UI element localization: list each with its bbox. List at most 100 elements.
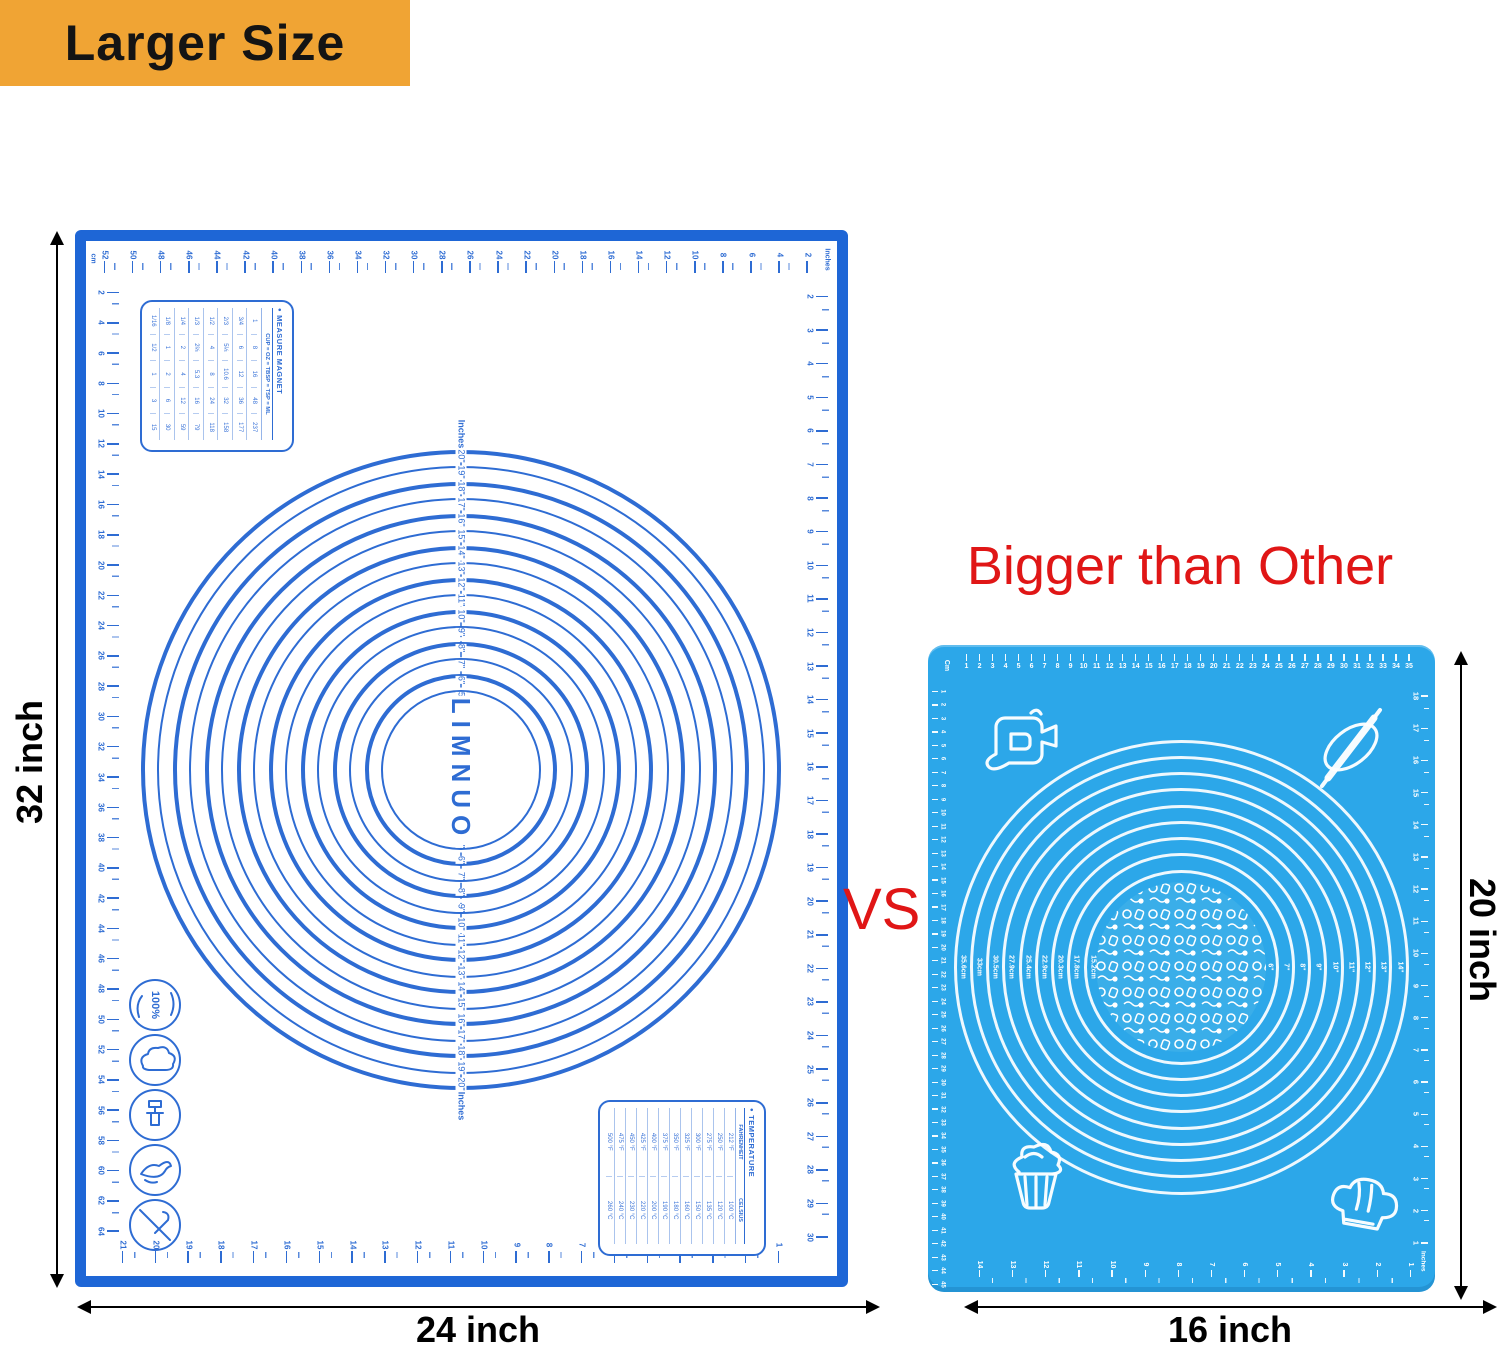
circle-size-label: 8": [455, 643, 467, 653]
chart-cell: 4: [207, 333, 214, 361]
ruler-mark: 38: [932, 1186, 948, 1193]
dimension-arrow-line: [56, 244, 58, 1276]
ruler-mark: 17: [249, 1240, 259, 1266]
ruler-number: 18: [216, 1240, 226, 1250]
ruler-mark: 28: [800, 1165, 828, 1174]
ruler-mark: 22: [1235, 654, 1244, 674]
ruler-tick: [1421, 856, 1428, 858]
ruler-number: 30: [1340, 662, 1348, 670]
ruler-tick: [816, 396, 828, 399]
ruler-mark: 10: [96, 409, 122, 418]
ruler-number: 19: [806, 863, 815, 873]
ruler-number: 38: [297, 250, 307, 260]
chart-cell: 1: [149, 360, 156, 387]
ruler-number: 4: [806, 361, 815, 366]
circle-size-label: 18": [455, 481, 467, 495]
ruler-mark: 12: [662, 250, 672, 276]
ruler-number: 12: [1105, 662, 1114, 670]
circle-size-label: 19": [455, 1061, 467, 1075]
dimension-arrow-line: [1460, 664, 1462, 1288]
chart-cell: 475 °F: [617, 1132, 623, 1151]
ruler-tick: [932, 960, 938, 962]
ruler-number: 9: [1411, 983, 1421, 988]
circle-size-label: 14": [455, 545, 467, 559]
ruler-number: 32: [940, 1105, 946, 1113]
ruler-number: 64: [97, 1226, 106, 1236]
ruler-tick: [107, 867, 119, 869]
chart-cell: 300 °F: [694, 1132, 700, 1151]
ruler-number: 10: [1108, 1260, 1116, 1269]
chart-row: 325 °F 160 °C: [680, 1108, 691, 1244]
circle-size-label: 11": [455, 933, 467, 947]
ruler-number: 35: [1405, 662, 1413, 670]
ruler-tick: [525, 261, 527, 273]
ruler-number: 32: [381, 250, 391, 260]
ruler-number: 13: [1411, 852, 1421, 862]
ruler-tick: [744, 1251, 747, 1263]
circle-size-label: 14": [455, 981, 467, 995]
ruler-tick: [107, 745, 119, 748]
ruler-number: 6: [1411, 1079, 1421, 1085]
ruler-number: 1: [1406, 1262, 1414, 1267]
ruler-mark: 15: [932, 877, 948, 884]
ruler-number: 43: [940, 1253, 946, 1261]
ruler-tick: [469, 261, 471, 273]
ruler-mark: 64: [96, 1227, 122, 1236]
chart-row: 400 °F 200 °C: [647, 1108, 658, 1244]
chart-cell: 1/2: [207, 316, 214, 325]
ruler-mark: 15: [315, 1240, 324, 1266]
ruler-number: 7: [1207, 1262, 1215, 1267]
ruler-number: 3: [1340, 1262, 1348, 1267]
chart-cell: 48: [251, 386, 258, 414]
ruler-mark: 44: [212, 250, 222, 276]
small-mat-height-label: 20 inch: [1462, 877, 1500, 1003]
ruler-number: 15: [940, 876, 946, 884]
ruler-mark: 6: [96, 349, 122, 358]
ruler-number: 18: [1183, 662, 1192, 670]
ruler-number: 17: [1170, 662, 1179, 670]
ruler-mark: 32: [1365, 654, 1374, 674]
ruler-number: 12: [1042, 1260, 1050, 1269]
ruler-mark: 15: [1144, 654, 1153, 674]
ruler-tick: [712, 1251, 714, 1263]
ruler-number: 18: [806, 829, 815, 839]
ruler-tick: [750, 261, 752, 273]
badge-easy-clean: [127, 1142, 183, 1198]
ruler-number: 28: [97, 681, 106, 691]
arrow-head-icon: [964, 1300, 978, 1314]
ruler-tick: [107, 927, 119, 930]
ruler-number: 12: [97, 439, 106, 449]
ruler-tick: [1421, 1210, 1428, 1212]
ruler-number: 14: [348, 1240, 358, 1250]
circle-size-label: 7": [455, 659, 467, 669]
ruler-number: 23: [806, 997, 815, 1007]
ruler-mark: 13: [1406, 853, 1428, 861]
ruler-tick: [816, 631, 828, 634]
ruler-tick: [1421, 1017, 1428, 1019]
big-mat-bottom-ruler: 212019181716151413121110987654321: [118, 1240, 783, 1266]
ruler-number: 12: [1411, 884, 1421, 894]
ruler-number: 18: [1411, 691, 1421, 701]
ruler-number: 22: [522, 250, 532, 260]
chart-header: CUP = OZ = TBSP = TSP = ML: [261, 308, 272, 440]
ruler-tick: [816, 766, 828, 768]
ruler-tick: [107, 503, 119, 506]
ruler-tick: [107, 655, 119, 657]
ruler-mark: 27: [932, 1038, 948, 1045]
ruler-number: 41: [940, 1226, 946, 1234]
ruler-tick: [1135, 654, 1137, 661]
chart-cell: 24: [207, 386, 214, 414]
small-mat-top-ruler: 1 2 3 4 5 6 7 8 9 10 11 12 13 14 15 16 17 18 19 20 21 22 23 24 2…: [962, 654, 1414, 674]
ruler-number: 13: [1118, 662, 1127, 670]
ruler-mark: 11: [800, 594, 828, 603]
ruler-tick: [932, 1202, 938, 1204]
ruler-tick: [816, 900, 828, 902]
ruler-mark: 5: [1273, 1260, 1282, 1284]
ruler-tick: [1144, 1270, 1146, 1277]
ruler-tick: [1122, 654, 1124, 661]
ruler-tick: [220, 1251, 222, 1263]
ruler-number: 42: [241, 250, 251, 260]
ruler-number: 21: [1222, 662, 1231, 670]
ruler-tick: [384, 1251, 386, 1263]
